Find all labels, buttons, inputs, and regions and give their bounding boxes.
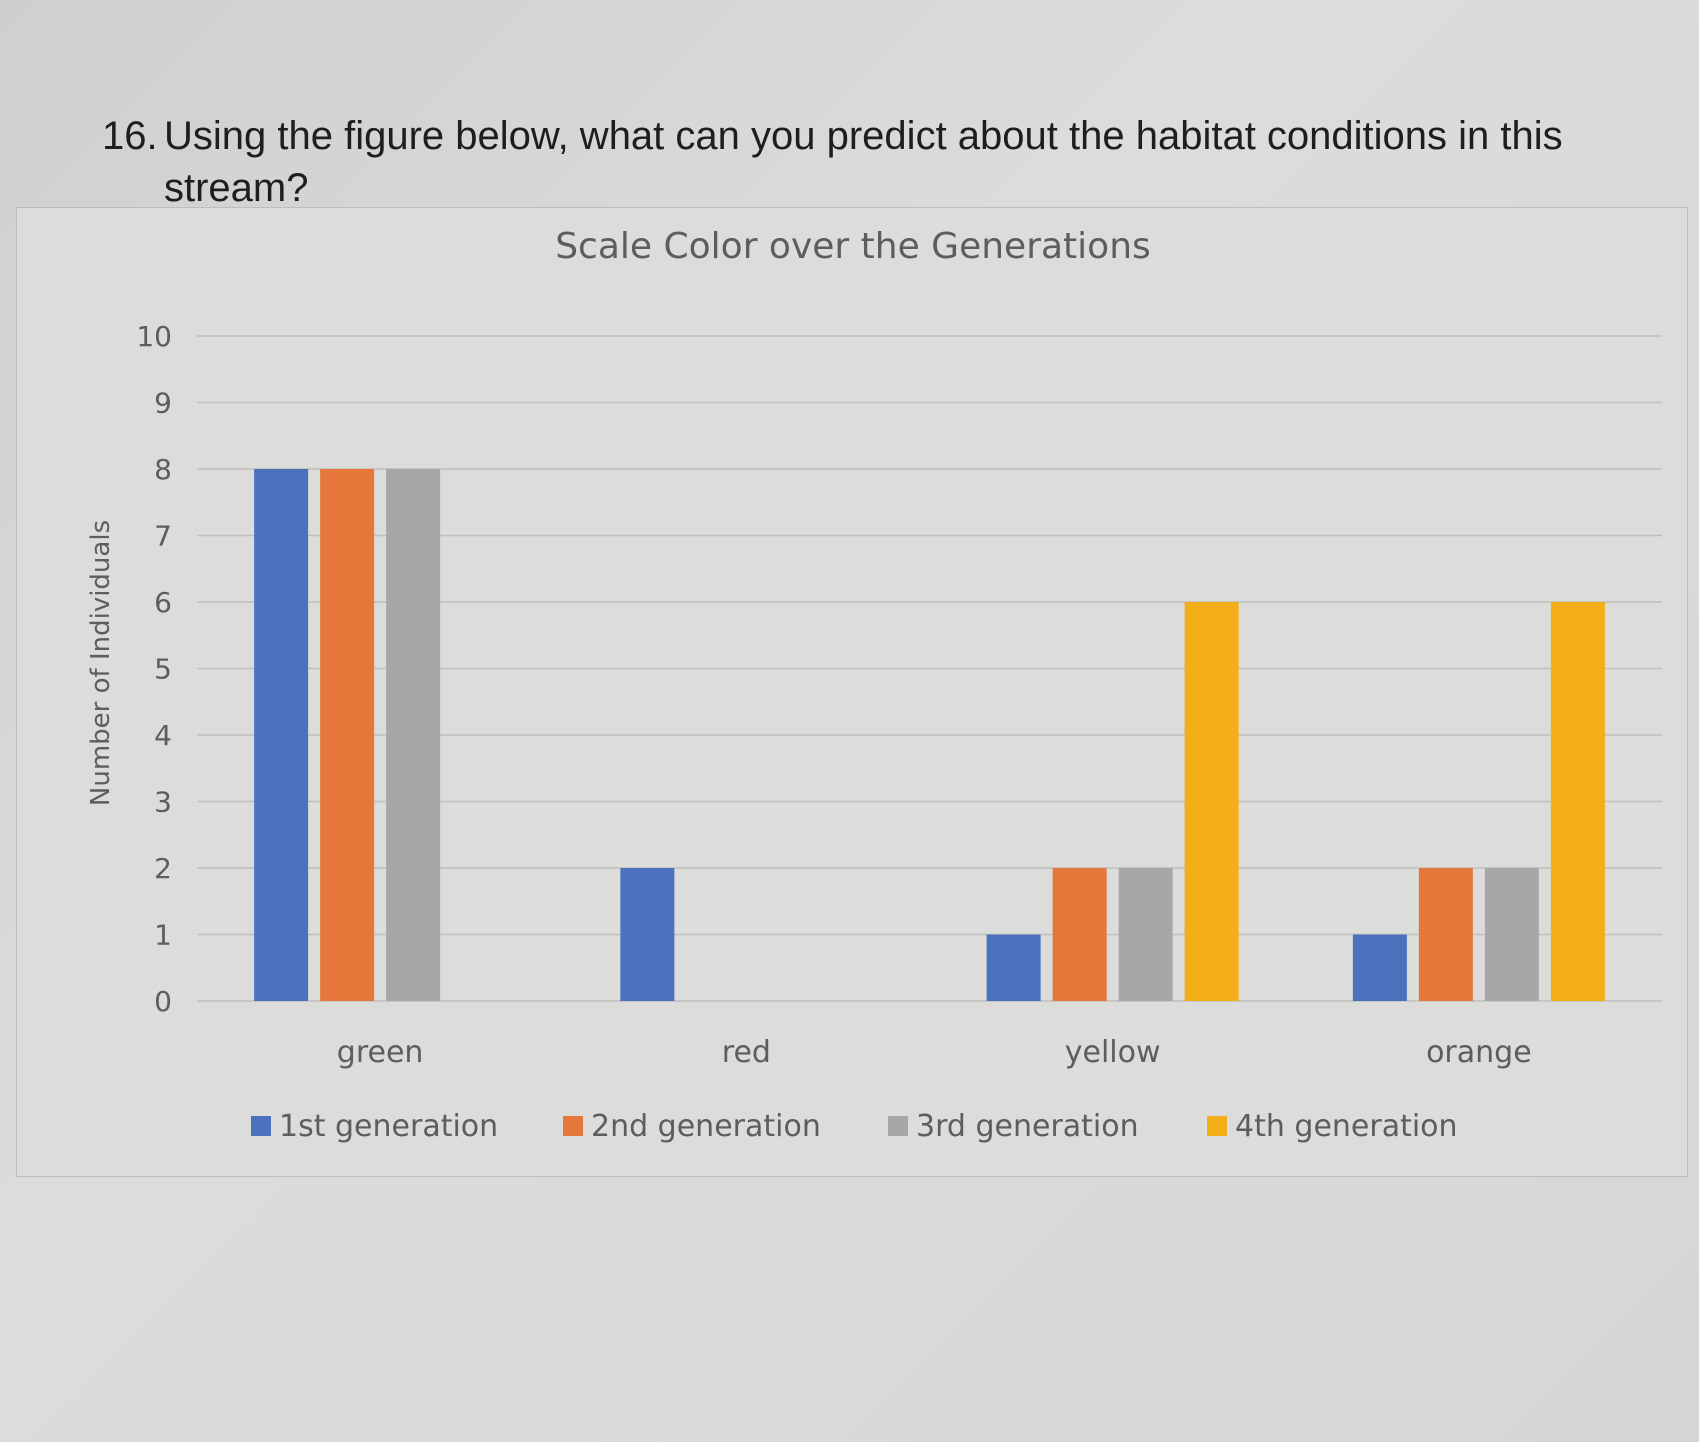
legend-item: 2nd generation <box>563 1109 821 1144</box>
chart-container: Scale Color over the Generations Number … <box>16 207 1688 1177</box>
x-tick-label: green <box>337 1035 424 1070</box>
legend-label: 2nd generation <box>591 1109 821 1144</box>
question-text: 16. Using the figure below, what can you … <box>102 110 1662 214</box>
bar-green-3 <box>386 469 441 1001</box>
y-tick-label: 8 <box>154 453 172 486</box>
chart-title: Scale Color over the Generations <box>555 226 1151 267</box>
question-line-2: stream? <box>164 166 309 210</box>
bar-orange-3 <box>1484 868 1539 1001</box>
question-line-1: Using the figure below, what can you pre… <box>164 114 1563 158</box>
legend-label: 4th generation <box>1235 1109 1458 1144</box>
x-tick-label: orange <box>1426 1035 1532 1070</box>
bar-yellow-2 <box>1052 868 1107 1001</box>
bar-chart: Scale Color over the Generations Number … <box>86 226 1662 1144</box>
y-axis-label: Number of Individuals <box>86 520 116 806</box>
y-tick-label: 0 <box>154 985 172 1018</box>
question-number: 16. <box>102 114 158 158</box>
y-tick-label: 3 <box>154 786 172 819</box>
legend-label: 1st generation <box>279 1109 498 1144</box>
y-tick-label: 10 <box>136 320 172 353</box>
bar-red-1 <box>620 868 675 1001</box>
y-tick-label: 7 <box>154 520 172 553</box>
legend-swatch <box>563 1116 583 1136</box>
bar-orange-1 <box>1352 934 1407 1001</box>
y-tick-label: 1 <box>154 919 172 952</box>
legend-label: 3rd generation <box>916 1109 1139 1144</box>
x-tick-label: yellow <box>1065 1035 1161 1070</box>
legend-swatch <box>251 1116 271 1136</box>
legend-item: 1st generation <box>251 1109 498 1144</box>
legend-item: 3rd generation <box>888 1109 1139 1144</box>
y-tick-label: 6 <box>154 586 172 619</box>
bar-orange-4 <box>1550 602 1605 1001</box>
bar-yellow-3 <box>1118 868 1173 1001</box>
bar-green-1 <box>254 469 309 1001</box>
x-tick-label: red <box>722 1035 771 1070</box>
legend-item: 4th generation <box>1207 1109 1458 1144</box>
y-tick-label: 4 <box>154 719 172 752</box>
bar-green-2 <box>320 469 375 1001</box>
bar-yellow-4 <box>1184 602 1239 1001</box>
legend-swatch <box>1207 1116 1227 1136</box>
legend-swatch <box>888 1116 908 1136</box>
bar-yellow-1 <box>986 934 1041 1001</box>
y-tick-label: 2 <box>154 852 172 885</box>
y-tick-label: 5 <box>154 653 172 686</box>
y-tick-label: 9 <box>154 387 172 420</box>
bar-orange-2 <box>1418 868 1473 1001</box>
